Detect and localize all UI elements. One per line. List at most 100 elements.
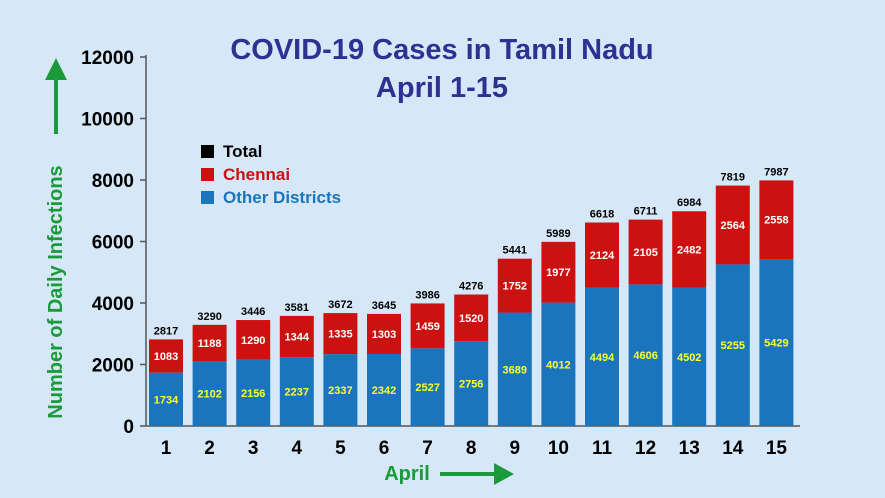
x-tick-label: 6	[379, 438, 390, 459]
data-label-total: 3446	[241, 306, 265, 318]
data-label-other-districts: 2102	[197, 389, 221, 401]
data-label-total: 3986	[415, 289, 439, 301]
x-tick-label: 15	[766, 438, 788, 459]
legend-swatch	[201, 145, 214, 158]
bar-other-districts	[759, 259, 794, 426]
bar-other-districts	[410, 348, 445, 426]
x-axis-label: April	[384, 463, 430, 485]
data-label-total: 3581	[285, 302, 309, 314]
data-label-chennai: 1083	[154, 351, 178, 363]
bar-other-districts	[585, 287, 619, 426]
data-label-chennai: 1520	[459, 313, 483, 325]
bar-other-districts	[541, 302, 576, 426]
bar-chennai	[628, 219, 663, 285]
data-label-other-districts: 2156	[241, 388, 265, 400]
data-label-other-districts: 4494	[590, 352, 615, 364]
data-label-total: 4276	[459, 281, 483, 293]
x-tick-label: 9	[510, 438, 521, 459]
x-tick-label: 11	[592, 438, 613, 459]
data-label-total: 5989	[546, 228, 570, 240]
bar-chennai	[585, 222, 619, 288]
data-label-total: 7819	[721, 172, 745, 184]
y-arrow-icon	[45, 58, 67, 80]
data-label-total: 7987	[764, 166, 788, 178]
data-label-other-districts: 2342	[372, 385, 396, 397]
data-label-chennai: 1188	[198, 338, 222, 350]
data-label-other-districts: 3689	[503, 364, 527, 376]
data-label-chennai: 2124	[590, 250, 615, 262]
x-tick-label: 10	[548, 438, 569, 459]
x-tick-label: 5	[335, 438, 346, 459]
bar-chennai	[541, 241, 576, 303]
bar-other-districts	[715, 264, 750, 426]
bar-chennai	[454, 294, 489, 342]
bar-chennai	[367, 313, 401, 354]
chart-subtitle: April 1-15	[376, 72, 508, 104]
bar-chennai	[279, 315, 314, 358]
x-tick-label: 4	[292, 438, 303, 459]
bar-chennai	[149, 339, 183, 373]
data-label-chennai: 1335	[328, 329, 352, 341]
data-label-chennai: 1977	[546, 267, 570, 279]
bar-other-districts	[323, 354, 358, 426]
data-label-total: 2817	[154, 325, 178, 337]
bars: 1734 1083 2817 1 2102 1188 3290 2 2156 1290 3446 3 2…	[149, 166, 794, 459]
chart-title: COVID-19 Cases in Tamil Nadu	[230, 34, 653, 66]
y-tick-label: 0	[123, 417, 134, 438]
legend-label: Total	[223, 142, 262, 161]
bar-chennai	[497, 258, 532, 313]
data-label-chennai: 2564	[721, 220, 746, 232]
data-label-other-districts: 2756	[459, 379, 483, 391]
bar-chennai	[236, 320, 271, 360]
y-tick-label: 2000	[92, 356, 134, 377]
x-tick-label: 3	[248, 438, 259, 459]
data-label-chennai: 1459	[415, 321, 439, 333]
data-label-other-districts: 2337	[328, 385, 352, 397]
data-label-total: 5441	[503, 245, 527, 257]
y-axis-label-group: Number of Daily Infections	[45, 58, 67, 419]
data-label-chennai: 1303	[372, 329, 396, 341]
x-tick-label: 14	[722, 438, 744, 459]
x-axis-label-group: April	[384, 463, 514, 485]
x-tick-label: 12	[635, 438, 656, 459]
data-label-other-districts: 5255	[721, 340, 745, 352]
data-label-chennai: 1344	[285, 332, 310, 344]
x-arrow-icon	[494, 463, 514, 485]
bar-other-districts	[149, 372, 183, 426]
bar-other-districts	[628, 284, 663, 426]
x-tick-label: 1	[161, 438, 172, 459]
bar-chennai	[759, 180, 794, 260]
x-tick-label: 7	[422, 438, 433, 459]
data-label-chennai: 2482	[677, 244, 701, 256]
y-tick-label: 4000	[92, 294, 134, 315]
data-label-other-districts: 4606	[633, 350, 657, 362]
data-label-chennai: 2105	[633, 247, 657, 259]
y-axis-label: Number of Daily Infections	[45, 165, 67, 418]
data-label-chennai: 1752	[503, 281, 527, 293]
data-label-total: 6984	[677, 197, 702, 209]
data-label-total: 6618	[590, 208, 614, 220]
data-label-total: 3290	[197, 311, 221, 323]
y-tick-label: 12000	[81, 48, 134, 69]
bar-other-districts	[367, 353, 401, 426]
y-tick-label: 10000	[81, 110, 134, 131]
x-tick-label: 13	[679, 438, 700, 459]
bar-chennai	[323, 313, 358, 355]
data-label-total: 6711	[634, 206, 658, 218]
legend: Total Chennai Other Districts	[201, 142, 341, 207]
x-tick-label: 2	[204, 438, 215, 459]
y-tick-label: 8000	[92, 171, 134, 192]
x-tick-label: 8	[466, 438, 477, 459]
bar-other-districts	[192, 361, 227, 426]
data-label-other-districts: 2527	[415, 382, 439, 394]
legend-swatch	[201, 168, 214, 181]
data-label-total: 3672	[328, 299, 352, 311]
bar-chennai	[672, 211, 707, 288]
data-label-total: 3645	[372, 300, 396, 312]
legend-label: Other Districts	[223, 188, 341, 207]
bar-other-districts	[236, 359, 271, 426]
bar-other-districts	[279, 357, 314, 426]
data-label-other-districts: 4012	[546, 359, 570, 371]
